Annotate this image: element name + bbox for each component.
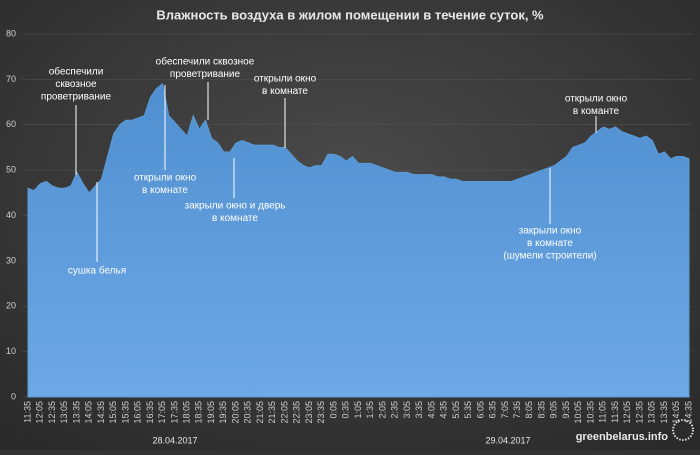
chart-title: Влажность воздуха в жилом помещении в те… — [156, 7, 544, 22]
x-tick-label: 11:35 — [22, 401, 32, 423]
annotation: проветривание — [170, 69, 241, 80]
annotation: в комнате — [142, 185, 188, 196]
annotation: сушка белья — [68, 265, 126, 277]
x-tick-label: 18:05 — [182, 401, 192, 424]
annotation: (шумели строители) — [503, 251, 596, 262]
x-tick-label: 15:35 — [120, 401, 130, 424]
x-tick-label: 10:35 — [585, 401, 595, 424]
annotation: открыли окно — [134, 173, 197, 184]
y-tick-label: 60 — [6, 119, 16, 129]
y-tick-label: 40 — [6, 210, 16, 220]
x-tick-label: 14:05 — [84, 401, 94, 424]
date-label: 28.04.2017 — [152, 435, 197, 445]
x-tick-label: 14:05 — [671, 401, 681, 424]
x-tick-label: 12:05 — [622, 401, 632, 424]
y-tick-label: 0 — [11, 391, 16, 401]
x-tick-label: 6:35 — [488, 401, 498, 419]
x-tick-label: 11:05 — [598, 401, 608, 423]
x-tick-label: 20:05 — [230, 401, 240, 424]
x-tick-label: 3:05 — [402, 401, 412, 419]
x-tick-label: 15:05 — [108, 401, 118, 424]
annotation: в команте — [573, 106, 620, 117]
x-tick-label: 0:05 — [328, 401, 338, 419]
y-tick-label: 30 — [6, 255, 16, 265]
y-tick-label: 70 — [6, 74, 16, 84]
x-tick-label: 23:05 — [304, 401, 314, 424]
x-tick-label: 4:05 — [426, 401, 436, 419]
x-tick-label: 2:05 — [377, 401, 387, 419]
x-tick-label: 1:35 — [365, 401, 375, 419]
x-tick-label: 7:05 — [500, 401, 510, 419]
y-tick-label: 80 — [6, 28, 16, 38]
x-tick-label: 1:05 — [353, 401, 363, 419]
annotation: обеспечили сквозное — [156, 56, 255, 68]
x-tick-label: 8:35 — [536, 401, 546, 419]
x-tick-label: 16:35 — [145, 401, 155, 424]
x-tick-label: 11:35 — [610, 401, 620, 423]
annotation: сквозное — [55, 79, 97, 90]
x-tick-label: 13:05 — [59, 401, 69, 424]
area — [27, 83, 690, 398]
annotation: в комнате — [527, 238, 573, 249]
annotation: в комнате — [212, 213, 258, 224]
x-tick-label: 14:35 — [96, 401, 106, 424]
annotation: в комнате — [262, 86, 308, 97]
annotation: закрыли окно — [519, 226, 582, 237]
y-tick-label: 10 — [6, 346, 16, 356]
x-tick-label: 12:05 — [35, 401, 45, 424]
x-tick-label: 4:35 — [439, 401, 449, 419]
x-tick-label: 22:05 — [279, 401, 289, 424]
annotation: проветривание — [41, 92, 112, 103]
x-tick-label: 23:35 — [316, 401, 326, 424]
logo — [672, 419, 694, 441]
x-tick-label: 5:35 — [463, 401, 473, 419]
source-label: greenbelarus.info — [576, 431, 669, 443]
x-tick-label: 7:35 — [512, 401, 522, 419]
x-tick-label: 22:35 — [292, 401, 302, 424]
y-tick-label: 20 — [6, 301, 16, 311]
annotation: открыли окно — [565, 94, 628, 105]
x-tick-label: 19:35 — [218, 401, 228, 424]
x-tick-label: 3:35 — [414, 401, 424, 419]
annotation: открыли окно — [254, 74, 317, 85]
x-tick-label: 13:35 — [659, 401, 669, 424]
x-tick-label: 5:05 — [451, 401, 461, 419]
x-tick-label: 9:05 — [549, 401, 559, 419]
x-tick-label: 8:05 — [524, 401, 534, 419]
date-label: 29.04.2017 — [485, 435, 530, 445]
x-tick-label: 17:05 — [157, 401, 167, 424]
annotation: закрыли окно и дверь — [184, 201, 285, 212]
y-tick-label: 50 — [6, 165, 16, 175]
x-tick-label: 16:05 — [133, 401, 143, 424]
x-tick-label: 20:35 — [243, 401, 253, 424]
x-tick-label: 0:35 — [341, 401, 351, 419]
x-tick-label: 21:35 — [267, 401, 277, 424]
x-tick-label: 2:35 — [390, 401, 400, 419]
x-tick-label: 12:35 — [47, 401, 57, 424]
x-tick-label: 14:35 — [683, 401, 693, 424]
x-tick-label: 17:35 — [169, 401, 179, 424]
x-tick-label: 13:05 — [647, 401, 657, 424]
x-tick-label: 18:35 — [194, 401, 204, 424]
x-tick-label: 9:35 — [561, 401, 571, 419]
x-tick-label: 12:35 — [634, 401, 644, 424]
x-tick-label: 21:05 — [255, 401, 265, 424]
x-tick-label: 13:35 — [71, 401, 81, 424]
x-tick-label: 19:05 — [206, 401, 216, 424]
x-tick-label: 6:05 — [475, 401, 485, 419]
annotation: обеспечили — [49, 66, 104, 78]
x-tick-label: 10:05 — [573, 401, 583, 424]
